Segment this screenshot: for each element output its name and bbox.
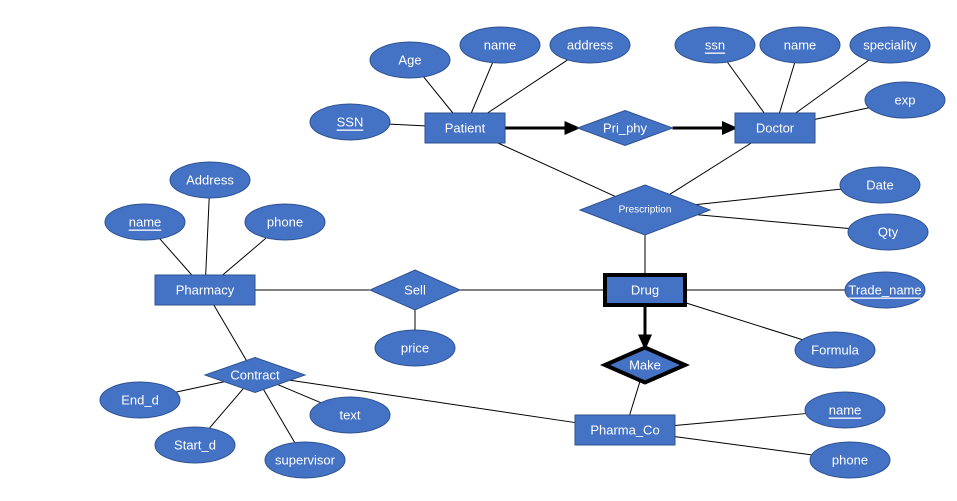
edge-pat_addr-patient — [488, 60, 568, 113]
label-pri_phy: Pri_phy — [603, 121, 648, 136]
edge-age-patient — [424, 77, 453, 113]
edge-con_sup-contract — [264, 390, 295, 443]
label-doc_name: name — [784, 38, 817, 53]
label-drug_formula: Formula — [811, 343, 859, 358]
label-prescription: Prescription — [619, 205, 672, 216]
node-con_endd: End_d — [100, 382, 180, 418]
label-pharmacy: Pharmacy — [176, 283, 235, 298]
edge-drug_formula-drug — [685, 303, 802, 340]
node-drug: Drug — [605, 275, 685, 305]
node-sell: Sell — [370, 270, 460, 310]
edge-make-pharmaco — [630, 380, 641, 415]
node-co_phone: phone — [810, 442, 890, 478]
label-make: Make — [629, 358, 661, 373]
node-doctor: Doctor — [735, 113, 815, 143]
node-doc_ssn: ssn — [675, 27, 755, 63]
edge-doc_exp-doctor — [815, 108, 869, 120]
node-con_sup: supervisor — [265, 442, 345, 478]
label-doctor: Doctor — [756, 121, 795, 136]
label-con_startd: Start_d — [174, 438, 216, 453]
label-doc_exp: exp — [895, 93, 916, 108]
label-ph_name: name — [129, 215, 162, 230]
label-pharmaco: Pharma_Co — [590, 423, 659, 438]
edge-doc_ssn-doctor — [727, 62, 764, 113]
label-ph_phone: phone — [267, 215, 303, 230]
node-contract: Contract — [205, 358, 305, 393]
edge-doc_spec-doctor — [796, 60, 869, 113]
edge-patient-prescription — [498, 143, 615, 196]
edge-ph_phone-pharmacy — [223, 238, 267, 275]
node-pat_addr: address — [550, 27, 630, 63]
node-ph_name: name — [105, 204, 185, 240]
node-drug_formula: Formula — [795, 332, 875, 368]
label-doc_ssn: ssn — [705, 38, 725, 53]
label-con_sup: supervisor — [275, 453, 336, 468]
node-doc_exp: exp — [865, 82, 945, 118]
node-presc_date: Date — [840, 167, 920, 203]
edge-pat_name-patient — [471, 63, 492, 113]
node-presc_qty: Qty — [848, 214, 928, 250]
label-presc_date: Date — [866, 178, 893, 193]
nodes: Patient Doctor Pharmacy Drug Pharma_Co Pri_ph… — [100, 27, 945, 478]
node-doc_name: name — [760, 27, 840, 63]
edge-con_text-contract — [278, 385, 321, 403]
er-diagram: Patient Doctor Pharmacy Drug Pharma_Co Pri_ph… — [0, 0, 957, 501]
edge-presc_date-prescription — [696, 189, 841, 204]
label-sell_price: price — [401, 341, 429, 356]
label-con_endd: End_d — [121, 393, 159, 408]
node-drug_trade: Trade_name — [845, 272, 925, 308]
node-pri_phy: Pri_phy — [578, 111, 673, 146]
label-pat_addr: address — [567, 38, 614, 53]
label-co_phone: phone — [832, 453, 868, 468]
node-pat_name: name — [460, 27, 540, 63]
node-sell_price: price — [375, 330, 455, 366]
label-co_name: name — [829, 403, 862, 418]
label-contract: Contract — [230, 368, 280, 383]
label-age: Age — [398, 53, 421, 68]
node-con_text: text — [310, 397, 390, 433]
label-sell: Sell — [404, 283, 426, 298]
edge-con_endd-contract — [176, 382, 224, 392]
label-patient: Patient — [445, 121, 486, 136]
node-prescription: Prescription — [580, 185, 710, 235]
label-drug: Drug — [631, 283, 659, 298]
label-drug_trade: Trade_name — [848, 283, 921, 298]
label-ph_addr: Address — [186, 173, 234, 188]
edge-ph_name-pharmacy — [160, 239, 192, 275]
edge-co_name-pharmaco — [675, 414, 806, 426]
label-pat_ssn: SSN — [337, 115, 364, 130]
edge-doc_name-doctor — [780, 63, 795, 113]
node-age: Age — [370, 42, 450, 78]
node-co_name: name — [805, 392, 885, 428]
label-pat_name: name — [484, 38, 517, 53]
label-presc_qty: Qty — [878, 225, 899, 240]
edge-pat_ssn-patient — [390, 124, 425, 126]
node-pharmaco: Pharma_Co — [575, 415, 675, 445]
edge-pharmacy-contract — [214, 305, 247, 360]
edge-doctor-prescription — [670, 143, 752, 194]
edge-ph_addr-pharmacy — [206, 198, 210, 275]
node-con_startd: Start_d — [155, 427, 235, 463]
node-ph_addr: Address — [170, 162, 250, 198]
node-pat_ssn: SSN — [310, 104, 390, 140]
node-pharmacy: Pharmacy — [155, 275, 255, 305]
edge-presc_qty-prescription — [698, 215, 849, 229]
label-con_text: text — [340, 408, 361, 423]
node-make: Make — [605, 348, 685, 383]
node-ph_phone: phone — [245, 204, 325, 240]
node-patient: Patient — [425, 113, 505, 143]
edge-co_phone-pharmaco — [675, 437, 812, 455]
label-doc_spec: speciality — [863, 38, 917, 53]
node-doc_spec: speciality — [850, 27, 930, 63]
edge-con_startd-contract — [209, 388, 243, 428]
